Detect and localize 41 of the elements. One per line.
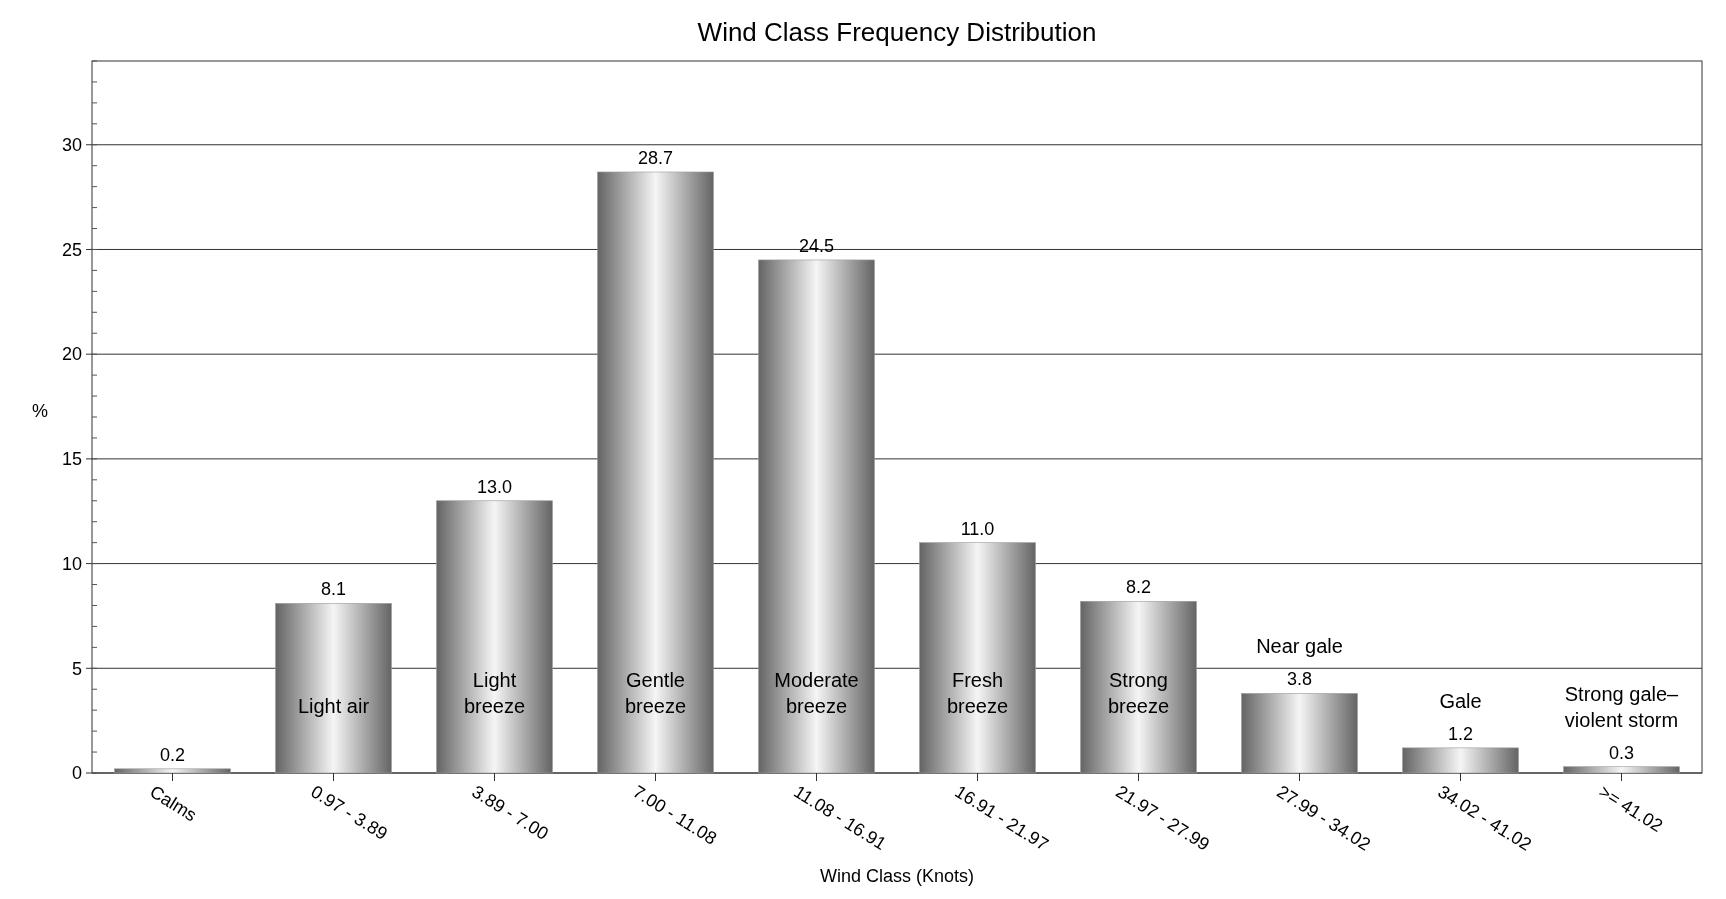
y-tick-label: 5 xyxy=(71,658,82,679)
annotation: Moderate breeze xyxy=(774,669,859,717)
bar xyxy=(1563,766,1680,774)
data-label: 1.2 xyxy=(1447,723,1474,744)
bar xyxy=(436,500,553,774)
annotation: Strong breeze xyxy=(1107,669,1170,717)
x-tick-label: 3.89 - 7.00 xyxy=(468,781,552,844)
annotation: Gale xyxy=(1439,689,1482,712)
bar xyxy=(758,259,875,774)
data-label: 13.0 xyxy=(476,476,513,497)
chart-title: Wind Class Frequency Distribution xyxy=(697,17,1097,47)
data-label: 3.8 xyxy=(1286,669,1313,690)
data-label: 0.2 xyxy=(159,744,186,765)
bar xyxy=(919,542,1036,774)
bar xyxy=(597,171,714,774)
y-tick-label: 25 xyxy=(61,239,82,260)
annotation: Fresh breeze xyxy=(946,669,1009,717)
bar xyxy=(275,603,392,774)
y-tick-label: 15 xyxy=(61,449,82,470)
y-tick-label: 20 xyxy=(61,344,82,365)
y-tick-label: 0 xyxy=(71,763,82,784)
bar xyxy=(114,768,231,774)
data-label: 28.7 xyxy=(637,147,674,168)
annotation: Light breeze xyxy=(463,669,526,717)
data-label: 11.0 xyxy=(960,518,995,539)
bar xyxy=(1080,600,1197,774)
x-axis-title: Wind Class (Knots) xyxy=(819,866,975,886)
y-tick-label: 10 xyxy=(61,553,82,574)
bar xyxy=(1402,747,1519,774)
data-label: 0.3 xyxy=(1608,742,1635,763)
annotation: Light air xyxy=(297,695,370,717)
annotation: Near gale xyxy=(1256,635,1343,658)
annotation: Strong gale– violent storm xyxy=(1564,682,1680,731)
data-label: 8.2 xyxy=(1125,577,1152,598)
data-label: 8.1 xyxy=(320,579,347,600)
annotation: Gentle breeze xyxy=(624,669,687,717)
x-tick-label: 0.97 - 3.89 xyxy=(307,781,391,844)
x-tick-label: 7.00 - 11.08 xyxy=(629,781,721,849)
y-tick-label: 30 xyxy=(61,135,82,156)
bar xyxy=(1241,693,1358,774)
y-axis-title: % xyxy=(31,401,49,421)
